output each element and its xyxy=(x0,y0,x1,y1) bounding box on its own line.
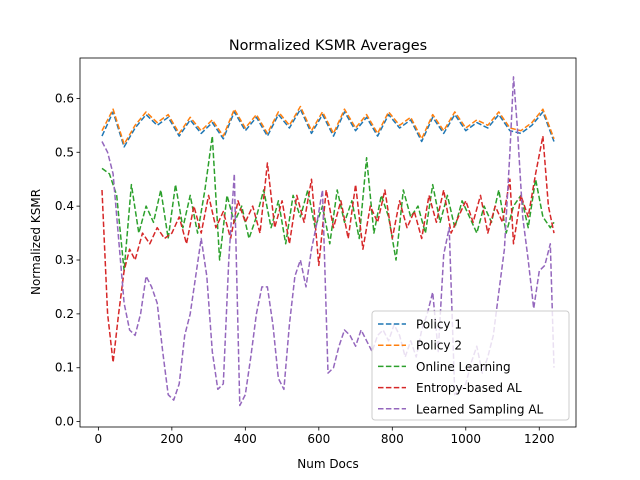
y-tick-label: 0.2 xyxy=(55,307,74,321)
plot-frame xyxy=(79,57,577,428)
y-axis-ticks: 0.0 0.1 0.2 0.3 0.4 0.5 0.6 xyxy=(55,91,80,429)
x-tick-label: 1000 xyxy=(451,432,482,446)
y-tick-label: 0.6 xyxy=(55,91,74,105)
y-tick-label: 0.3 xyxy=(55,253,74,267)
x-tick-label: 800 xyxy=(381,432,404,446)
x-axis-label: Num Docs xyxy=(297,457,359,471)
x-tick-label: 200 xyxy=(160,432,183,446)
series-line-policy-2 xyxy=(101,105,555,145)
y-axis-label: Normalized KSMR xyxy=(29,189,43,295)
y-tick-label: 0.4 xyxy=(55,199,74,213)
x-axis-ticks: 0 200 400 600 800 1000 1200 xyxy=(95,427,555,446)
legend-label-entropy-based-al: Entropy-based AL xyxy=(416,381,522,395)
series-line-online-learning xyxy=(101,135,555,272)
x-tick-label: 1200 xyxy=(524,432,555,446)
legend-label-learned-sampling-al: Learned Sampling AL xyxy=(416,402,544,416)
chart-title: Normalized KSMR Averages xyxy=(229,38,427,54)
x-tick-label: 0 xyxy=(95,432,103,446)
y-tick-label: 0.5 xyxy=(55,145,74,159)
x-tick-label: 600 xyxy=(307,432,330,446)
legend: Policy 1 Policy 2 Online Learning Entropy-b… xyxy=(371,310,570,421)
y-tick-label: 0.1 xyxy=(55,361,74,375)
legend-box xyxy=(371,310,570,421)
legend-label-online-learning: Online Learning xyxy=(416,360,511,374)
series-line-policy-1 xyxy=(101,108,555,148)
legend-label-policy-2: Policy 2 xyxy=(416,339,462,353)
legend-label-policy-1: Policy 1 xyxy=(416,318,462,332)
y-tick-label: 0.0 xyxy=(55,415,74,429)
x-tick-label: 400 xyxy=(234,432,257,446)
